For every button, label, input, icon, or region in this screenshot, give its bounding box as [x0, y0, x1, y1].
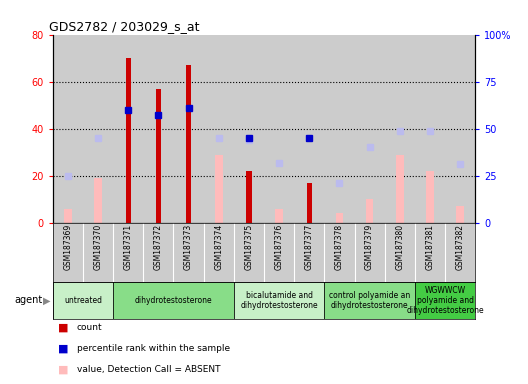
Bar — [336, 214, 343, 223]
Bar — [83, 35, 113, 223]
Bar — [53, 35, 83, 223]
Text: dihydrotestosterone: dihydrotestosterone — [135, 296, 212, 305]
Bar — [294, 35, 324, 223]
Bar — [234, 282, 324, 319]
Bar — [354, 35, 385, 223]
Text: GSM187375: GSM187375 — [244, 224, 253, 270]
Text: GSM187382: GSM187382 — [456, 224, 465, 270]
Text: percentile rank within the sample: percentile rank within the sample — [77, 344, 230, 353]
Text: GSM187372: GSM187372 — [154, 224, 163, 270]
Text: GSM187370: GSM187370 — [93, 224, 102, 270]
Bar — [396, 154, 403, 223]
Bar — [415, 35, 445, 223]
Bar — [204, 35, 234, 223]
Bar — [234, 35, 264, 223]
Text: GSM187380: GSM187380 — [395, 224, 404, 270]
Bar — [143, 35, 174, 223]
Bar — [264, 35, 294, 223]
Text: GDS2782 / 203029_s_at: GDS2782 / 203029_s_at — [49, 20, 199, 33]
Bar — [95, 178, 102, 223]
Text: GSM187374: GSM187374 — [214, 224, 223, 270]
Text: untreated: untreated — [64, 296, 102, 305]
Bar — [246, 171, 252, 223]
Text: GSM187369: GSM187369 — [63, 224, 72, 270]
Bar — [113, 282, 234, 319]
Bar — [186, 65, 191, 223]
Text: GSM187379: GSM187379 — [365, 224, 374, 270]
Text: count: count — [77, 323, 102, 331]
Bar — [415, 282, 475, 319]
Bar — [64, 209, 72, 223]
Text: ▶: ▶ — [43, 295, 50, 306]
Text: GSM187371: GSM187371 — [124, 224, 133, 270]
Bar — [426, 171, 433, 223]
Bar — [113, 35, 143, 223]
Text: value, Detection Call = ABSENT: value, Detection Call = ABSENT — [77, 365, 220, 374]
Bar — [324, 35, 354, 223]
Bar — [456, 206, 464, 223]
Text: GSM187373: GSM187373 — [184, 224, 193, 270]
Bar — [324, 282, 415, 319]
Bar — [215, 154, 222, 223]
Text: control polyamide an
dihydrotestosterone: control polyamide an dihydrotestosterone — [329, 291, 410, 310]
Text: GSM187381: GSM187381 — [426, 224, 435, 270]
Text: ■: ■ — [58, 344, 69, 354]
Bar — [53, 282, 113, 319]
Text: WGWWCW
polyamide and
dihydrotestosterone: WGWWCW polyamide and dihydrotestosterone — [406, 286, 484, 315]
Bar — [275, 209, 283, 223]
Bar — [366, 199, 373, 223]
Text: ■: ■ — [58, 323, 69, 333]
Text: bicalutamide and
dihydrotestosterone: bicalutamide and dihydrotestosterone — [240, 291, 318, 310]
Bar — [126, 58, 131, 223]
Bar — [445, 35, 475, 223]
Text: GSM187378: GSM187378 — [335, 224, 344, 270]
Text: GSM187376: GSM187376 — [275, 224, 284, 270]
Bar — [307, 183, 312, 223]
Bar — [174, 35, 204, 223]
Text: GSM187377: GSM187377 — [305, 224, 314, 270]
Text: ■: ■ — [58, 365, 69, 375]
Text: agent: agent — [14, 295, 42, 306]
Bar — [385, 35, 415, 223]
Bar — [156, 89, 161, 223]
